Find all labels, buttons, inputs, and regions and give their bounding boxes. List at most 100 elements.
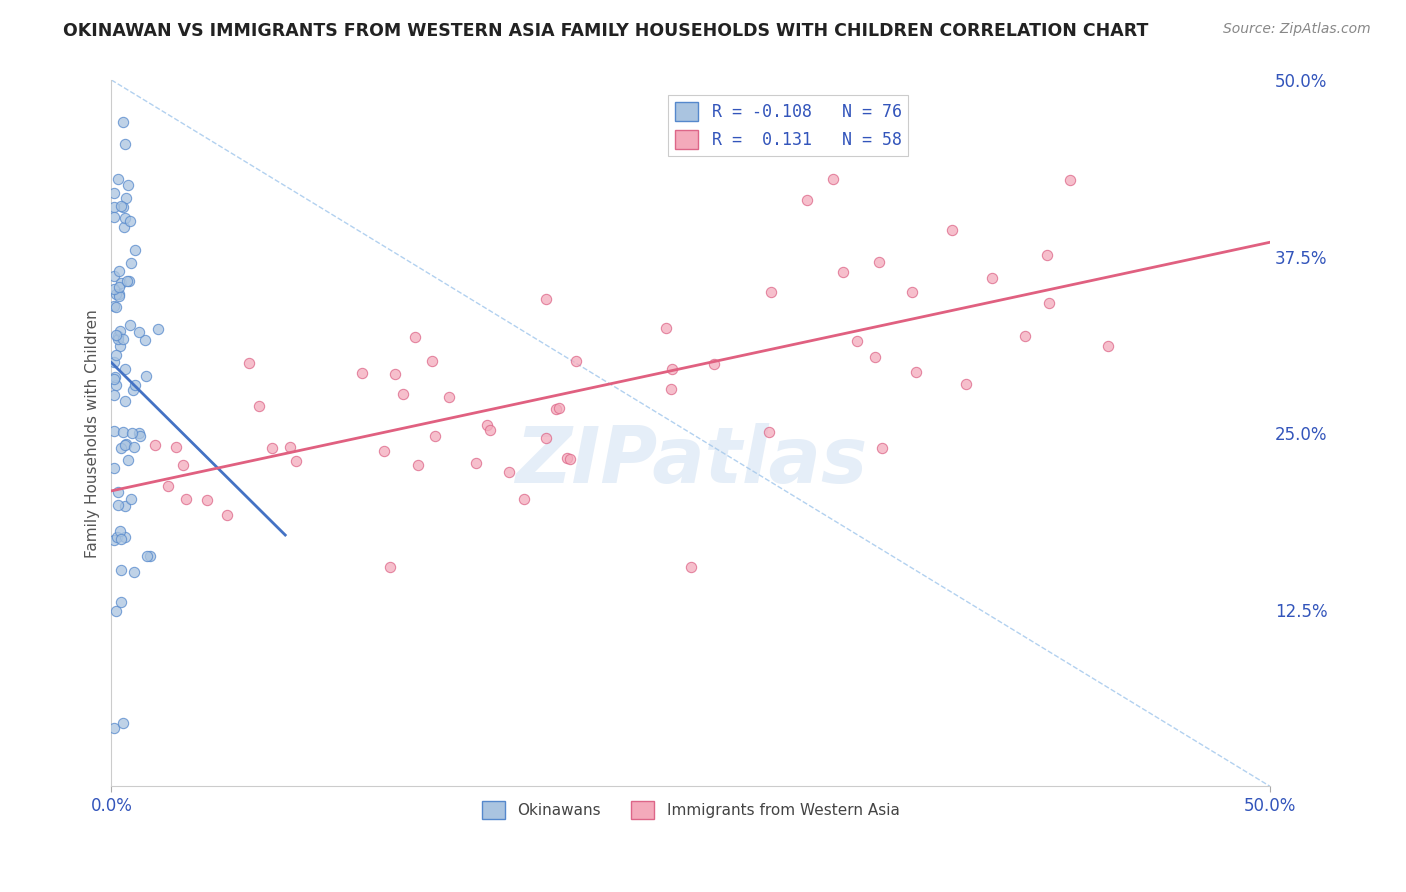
Point — [114, 211, 136, 226]
Point — [122, 440, 145, 454]
Point — [110, 277, 132, 291]
Point — [831, 265, 853, 279]
Point — [1014, 328, 1036, 343]
Point — [103, 388, 125, 402]
Point — [112, 332, 135, 346]
Point — [941, 223, 963, 237]
Point — [110, 532, 132, 546]
Point — [103, 424, 125, 438]
Point — [114, 438, 136, 452]
Point — [103, 371, 125, 385]
Point — [135, 368, 157, 383]
Point — [114, 437, 136, 451]
Legend: Okinawans, Immigrants from Western Asia: Okinawans, Immigrants from Western Asia — [477, 795, 905, 825]
Point — [172, 458, 194, 473]
Point — [121, 425, 143, 440]
Point — [110, 199, 132, 213]
Point — [112, 219, 135, 234]
Point — [108, 279, 131, 293]
Point — [111, 715, 134, 730]
Point — [558, 452, 581, 467]
Point — [122, 383, 145, 397]
Point — [103, 210, 125, 224]
Point — [108, 339, 131, 353]
Point — [404, 329, 426, 343]
Point — [114, 136, 136, 151]
Point — [115, 274, 138, 288]
Point — [392, 387, 415, 401]
Point — [103, 269, 125, 284]
Point — [115, 191, 138, 205]
Point — [703, 358, 725, 372]
Point — [104, 327, 127, 342]
Point — [108, 289, 131, 303]
Point — [117, 453, 139, 467]
Point — [437, 390, 460, 404]
Point — [262, 441, 284, 455]
Point — [1036, 248, 1059, 262]
Point — [124, 378, 146, 392]
Point — [420, 353, 443, 368]
Point — [534, 431, 557, 445]
Point — [655, 321, 678, 335]
Point — [285, 454, 308, 468]
Point — [134, 334, 156, 348]
Point — [278, 440, 301, 454]
Point — [870, 441, 893, 455]
Point — [384, 368, 406, 382]
Point — [423, 428, 446, 442]
Point — [128, 426, 150, 441]
Point — [107, 172, 129, 186]
Point — [124, 243, 146, 257]
Point — [103, 533, 125, 547]
Point — [157, 479, 180, 493]
Point — [465, 456, 488, 470]
Point — [821, 172, 844, 186]
Point — [103, 721, 125, 735]
Point — [120, 492, 142, 507]
Point — [955, 377, 977, 392]
Text: OKINAWAN VS IMMIGRANTS FROM WESTERN ASIA FAMILY HOUSEHOLDS WITH CHILDREN CORRELA: OKINAWAN VS IMMIGRANTS FROM WESTERN ASIA… — [63, 22, 1149, 40]
Point — [238, 356, 260, 370]
Point — [114, 394, 136, 409]
Point — [105, 348, 128, 362]
Point — [110, 441, 132, 455]
Point — [107, 485, 129, 500]
Point — [110, 595, 132, 609]
Point — [103, 281, 125, 295]
Point — [111, 115, 134, 129]
Point — [117, 178, 139, 192]
Point — [108, 324, 131, 338]
Point — [107, 530, 129, 544]
Point — [114, 361, 136, 376]
Point — [217, 508, 239, 523]
Point — [122, 565, 145, 579]
Point — [759, 285, 782, 300]
Point — [103, 186, 125, 200]
Point — [498, 465, 520, 479]
Point — [195, 493, 218, 508]
Point — [103, 461, 125, 475]
Point — [107, 499, 129, 513]
Point — [107, 332, 129, 346]
Point — [165, 440, 187, 454]
Point — [110, 563, 132, 577]
Point — [1038, 296, 1060, 310]
Point — [249, 399, 271, 413]
Point — [536, 292, 558, 306]
Point — [544, 401, 567, 416]
Point — [118, 318, 141, 332]
Point — [659, 382, 682, 396]
Point — [863, 350, 886, 364]
Point — [557, 450, 579, 465]
Point — [661, 362, 683, 376]
Point — [110, 524, 132, 538]
Point — [104, 300, 127, 314]
Point — [128, 325, 150, 339]
Point — [112, 200, 135, 214]
Point — [114, 499, 136, 513]
Point — [1097, 339, 1119, 353]
Point — [868, 255, 890, 269]
Point — [477, 418, 499, 433]
Point — [104, 287, 127, 301]
